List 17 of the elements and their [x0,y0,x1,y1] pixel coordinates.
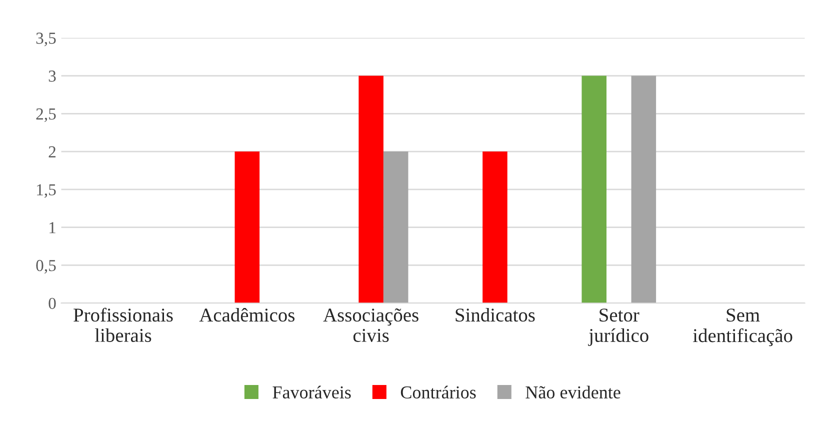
x-tick-label: Profissionais liberais [74,308,173,342]
y-tick-label: 3,5 [36,32,56,46]
x-tick-label: Associações civis [323,308,418,342]
y-tick-label: 0,5 [36,260,56,274]
x-tick-label: Acadêmicos [199,308,294,322]
x-tick-label: Sem identificação [692,308,792,346]
x-tick-label: Sindicatos [456,308,535,322]
x-tick-label: Setor jurídico [588,308,648,346]
y-tick-label: 2,5 [36,108,56,122]
y-tick-label: 2 [48,146,56,158]
y-tick-label: 1 [50,222,56,234]
legend-label: Favoráveis [272,386,351,398]
y-tick-label: 3 [48,70,56,82]
legend-label: Contrários [400,386,476,398]
y-tick-label: 1,5 [37,184,56,198]
y-tick-label: 0 [48,298,56,310]
legend-label: Não evidente [526,386,620,398]
